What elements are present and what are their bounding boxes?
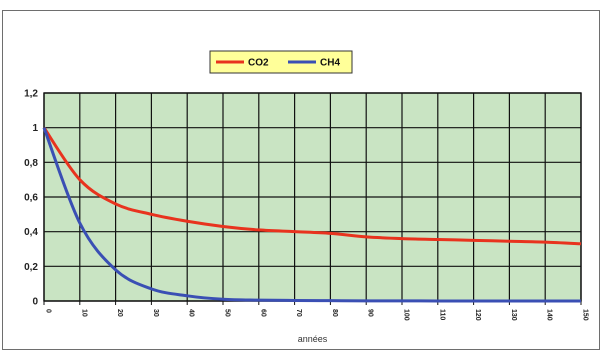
x-tick-label: 100 [403,309,410,321]
y-tick-label: 1 [32,123,38,134]
y-tick-label: 0,2 [24,262,38,273]
x-tick-label: 0 [45,309,52,313]
x-tick-label: 110 [438,309,445,320]
x-tick-label: 10 [80,309,87,317]
x-tick-label: 40 [188,309,195,317]
legend-label: CH4 [320,58,340,69]
y-tick-label: 0,8 [24,158,38,169]
legend-label: CO2 [248,58,269,69]
y-axis-ticks: 0 0,2 0,4 0,6 0,8 1 1,2 [24,89,38,308]
x-tick-label: 20 [116,309,123,317]
legend-box [209,50,353,74]
y-tick-label: 0 [32,297,38,308]
x-tick-label: 70 [295,309,302,317]
x-tick-label: 50 [224,309,231,317]
x-tick-label: 30 [152,309,159,317]
x-tick-label: 80 [331,309,338,317]
x-axis-label: années [298,334,328,344]
y-tick-label: 0,6 [24,193,38,204]
series-lines [42,126,582,303]
x-axis-ticks: 0 10 20 30 40 50 60 70 80 90 100 110 120 130 140 150 [43,301,589,321]
series-line-co2 [42,126,582,246]
x-tick-label: 60 [259,309,266,317]
x-tick-label: 130 [510,309,517,321]
gridlines [43,92,582,302]
series-line-ch4 [42,127,581,303]
x-tick-label: 120 [474,309,481,321]
x-tick-label: 90 [367,309,374,317]
legend: CO2 CH4 [209,50,353,74]
x-tick-label: 150 [582,309,589,321]
x-tick-label: 140 [546,309,553,321]
y-tick-label: 1,2 [24,89,38,100]
y-tick-label: 0,4 [24,227,38,238]
